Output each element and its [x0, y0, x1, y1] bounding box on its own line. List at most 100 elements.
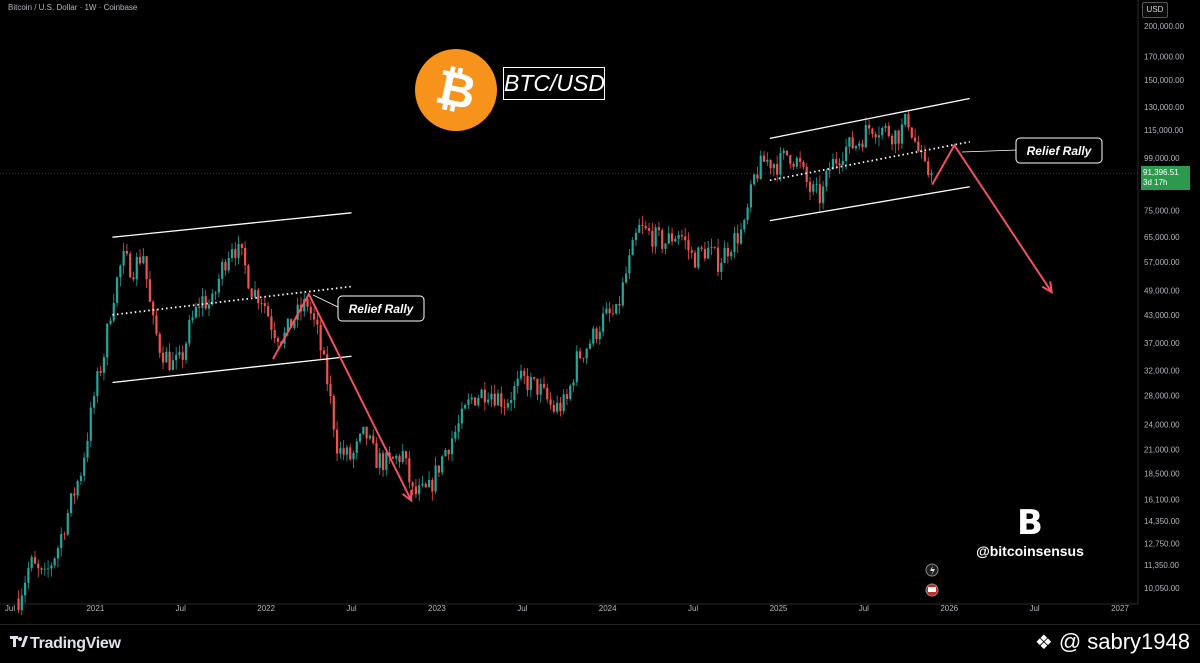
candle-body	[690, 250, 693, 253]
candle-body	[611, 313, 615, 315]
candle-body	[776, 164, 779, 175]
currency-label[interactable]: USD	[1142, 2, 1168, 18]
candle-body	[122, 251, 125, 266]
candle-body	[135, 257, 138, 280]
candle-body	[73, 493, 76, 496]
candle-body	[483, 389, 486, 403]
candle-body	[700, 247, 703, 249]
candle-body	[46, 568, 50, 570]
candle-body	[503, 406, 506, 408]
candle-body	[818, 184, 821, 204]
bitcoin-logo-icon	[415, 49, 497, 131]
candle-body	[677, 235, 680, 239]
candle-body	[759, 155, 762, 179]
candle-body	[556, 402, 559, 412]
chart-header-title: Bitcoin / U.S. Dollar · 1W · Coinbase	[8, 3, 138, 12]
candle-body	[874, 134, 877, 138]
bitcoinsensus-brand: B @bitcoinsensus	[975, 505, 1085, 559]
candle-body	[539, 383, 542, 395]
candle-body	[398, 456, 401, 463]
y-tick-label: 16,100.00	[1144, 495, 1180, 504]
candle-body	[680, 235, 684, 237]
y-tick-label: 32,000.00	[1144, 366, 1180, 375]
current-price-label: 91,396.51 3d 17h	[1141, 166, 1190, 190]
candle-body	[441, 456, 444, 473]
candle-body	[56, 548, 60, 559]
candle-body	[349, 447, 352, 460]
candle-body	[618, 304, 621, 306]
candle-body	[647, 228, 651, 231]
x-tick-label: Jul	[1029, 604, 1039, 613]
channel-top-line	[112, 212, 352, 238]
candle-body	[756, 174, 759, 179]
candle-body	[684, 236, 687, 241]
x-tick-label: Jul	[859, 604, 869, 613]
candle-body	[102, 357, 106, 373]
candle-body	[20, 595, 23, 611]
candle-body	[733, 233, 736, 253]
lightning-bolt-icon	[930, 565, 935, 576]
candle-body	[529, 377, 532, 391]
candle-body	[92, 396, 96, 408]
candle-body	[851, 137, 854, 149]
candle-body	[657, 227, 661, 231]
candle-body	[316, 319, 319, 325]
candle-body	[276, 338, 280, 342]
candle-body	[670, 233, 674, 242]
candle-body	[138, 257, 142, 264]
candle-body	[83, 457, 86, 476]
candle-body	[129, 253, 132, 278]
candle-body	[253, 289, 257, 297]
candle-body	[713, 246, 716, 248]
candle-body	[736, 233, 739, 244]
y-tick-label: 65,000.00	[1144, 233, 1180, 242]
channel-bottom-line	[112, 355, 352, 384]
candle-body	[631, 240, 634, 256]
annotation-label: Relief Rally	[349, 302, 415, 316]
candle-body	[654, 227, 657, 247]
x-tick-label: 2022	[257, 604, 275, 613]
candle-body	[569, 385, 572, 399]
candle-body	[871, 128, 874, 135]
candle-body	[273, 329, 276, 339]
candle-body	[864, 125, 867, 148]
candle-body	[30, 557, 33, 569]
candle-body	[414, 486, 418, 495]
candle-body	[418, 485, 421, 495]
x-tick-label: 2027	[1111, 604, 1129, 613]
candle-body	[831, 159, 835, 170]
candle-body	[260, 303, 263, 304]
candle-body	[710, 246, 713, 248]
y-tick-label: 75,000.00	[1144, 206, 1180, 215]
candle-body	[746, 207, 749, 221]
tradingview-logo[interactable]: TradingView	[10, 635, 121, 653]
candle-body	[753, 174, 756, 185]
candle-body	[552, 404, 555, 412]
candle-body	[890, 135, 894, 145]
candle-body	[342, 448, 345, 455]
candle-body	[247, 265, 250, 289]
candle-body	[309, 306, 312, 314]
signature-text: @ sabry1948	[1058, 629, 1190, 654]
price-chart: 200,000.00 170,000.00 150,000.00 130,000.00…	[0, 0, 1185, 616]
candle-body	[63, 534, 66, 535]
candle-body	[191, 317, 194, 320]
candle-body	[605, 308, 608, 314]
y-tick-label: 99,000.00	[1144, 154, 1180, 163]
candle-body	[519, 370, 523, 379]
candle-body	[378, 453, 381, 468]
candle-body	[424, 483, 427, 488]
y-tick-label: 12,750.00	[1144, 539, 1180, 548]
candle-body	[910, 127, 913, 138]
y-tick-label: 130,000.00	[1144, 103, 1185, 112]
candle-body	[53, 558, 56, 566]
candle-body	[339, 448, 342, 454]
candle-body	[24, 582, 27, 596]
candle-body	[76, 481, 79, 496]
candle-body	[401, 451, 404, 463]
candle-body	[319, 324, 322, 351]
x-tick-label: Jul	[688, 604, 698, 613]
candle-body	[381, 453, 385, 470]
candle-body	[546, 387, 549, 400]
candle-body	[198, 306, 201, 308]
